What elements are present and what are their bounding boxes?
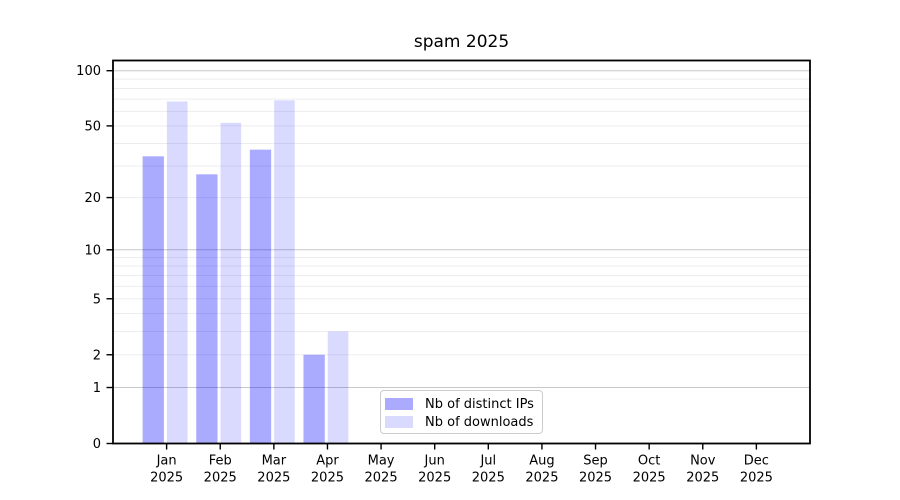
x-tick-label-year-jun: 2025 <box>418 471 451 486</box>
x-tick-label-month-oct: Oct <box>638 454 660 469</box>
x-tick-label-month-may: May <box>368 454 395 469</box>
bar-downloads-jan <box>166 101 188 444</box>
x-tick-label-year-mar: 2025 <box>257 471 290 486</box>
x-tick-label-year-aug: 2025 <box>525 471 558 486</box>
x-tick-label-year-jan: 2025 <box>150 471 183 486</box>
y-tick-label-1: 1 <box>93 381 101 396</box>
bar-distinct-ips-feb <box>196 174 218 444</box>
x-tick-label-month-dec: Dec <box>744 454 769 469</box>
x-tick-label-month-jun: Jun <box>424 454 445 469</box>
x-tick-label-month-jan: Jan <box>156 454 177 469</box>
y-tick-label-20: 20 <box>84 191 101 206</box>
bar-downloads-feb <box>220 122 242 444</box>
legend-swatch-downloads <box>385 416 413 428</box>
bar-distinct-ips-apr <box>303 354 325 444</box>
x-tick-label-year-nov: 2025 <box>686 471 719 486</box>
x-tick-label-month-aug: Aug <box>529 454 554 469</box>
bar-downloads-apr <box>327 331 349 444</box>
x-tick-label-month-feb: Feb <box>209 454 232 469</box>
x-tick-label-month-mar: Mar <box>262 454 287 469</box>
x-tick-label-year-dec: 2025 <box>740 471 773 486</box>
x-tick-label-year-jul: 2025 <box>472 471 505 486</box>
x-tick-label-year-oct: 2025 <box>633 471 666 486</box>
bar-distinct-ips-jan <box>142 156 164 444</box>
bar-distinct-ips-mar <box>249 149 272 444</box>
y-tick-label-50: 50 <box>84 119 101 134</box>
x-tick-label-month-sep: Sep <box>583 454 608 469</box>
x-tick-label-month-apr: Apr <box>316 454 339 469</box>
legend-swatch-distinct-ips <box>385 398 413 410</box>
y-tick-label-5: 5 <box>93 292 101 307</box>
legend-item-downloads: Nb of downloads <box>385 413 542 431</box>
legend-label-distinct-ips: Nb of distinct IPs <box>425 396 534 412</box>
legend: Nb of distinct IPs Nb of downloads <box>380 390 543 434</box>
x-tick-label-year-apr: 2025 <box>311 471 344 486</box>
axes-spines <box>112 59 811 445</box>
x-tick-label-year-feb: 2025 <box>204 471 237 486</box>
y-tick-label-100: 100 <box>76 64 101 79</box>
x-tick-label-month-nov: Nov <box>690 454 716 469</box>
legend-label-downloads: Nb of downloads <box>425 414 534 430</box>
y-tick-label-2: 2 <box>93 348 101 363</box>
y-tick-label-0: 0 <box>93 437 101 452</box>
y-tick-label-10: 10 <box>84 243 101 258</box>
x-tick-label-year-sep: 2025 <box>579 471 612 486</box>
x-tick-label-month-jul: Jul <box>479 454 496 469</box>
bar-downloads-mar <box>274 100 295 444</box>
legend-item-distinct-ips: Nb of distinct IPs <box>385 395 542 413</box>
chart-title: spam 2025 <box>413 32 510 52</box>
x-tick-label-year-may: 2025 <box>365 471 398 486</box>
